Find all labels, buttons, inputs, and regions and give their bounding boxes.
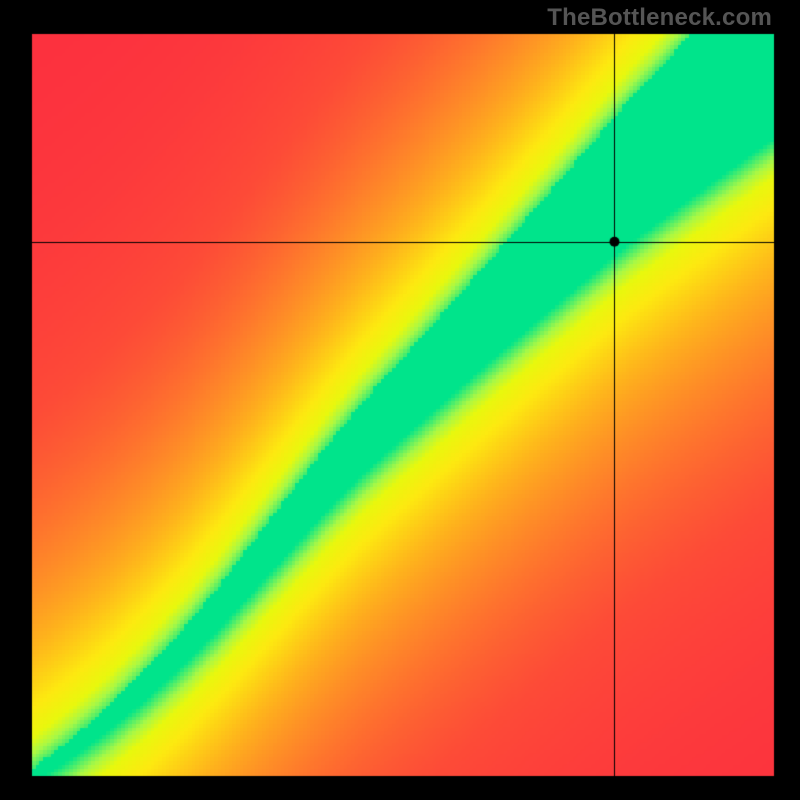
bottleneck-heatmap xyxy=(0,0,800,800)
watermark-label: TheBottleneck.com xyxy=(547,4,772,32)
